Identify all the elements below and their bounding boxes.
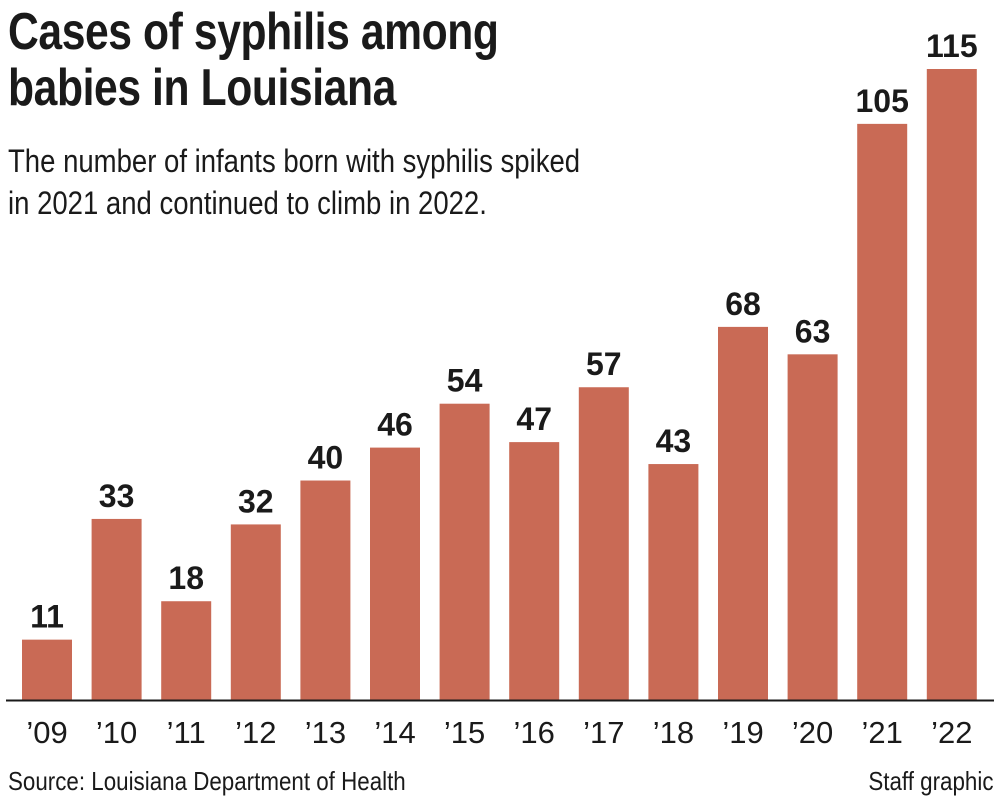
x-tick-label: ’10: [96, 715, 137, 750]
bar-19: [718, 326, 768, 700]
title-line-1: Cases of syphilis among: [8, 3, 499, 61]
bar-12: [230, 524, 281, 700]
bar-14: [370, 447, 420, 700]
bar-13: [300, 480, 351, 700]
subtitle-line-1: The number of infants born with syphilis…: [8, 143, 581, 179]
value-label: 115: [926, 28, 978, 64]
subtitle-line-2: in 2021 and continued to climb in 2022.: [8, 185, 487, 221]
bar-09: [22, 639, 72, 700]
title-line-2: babies in Louisiana: [8, 59, 396, 117]
value-label: 18: [168, 560, 204, 596]
x-tick-label: ’11: [167, 715, 206, 750]
bar-10: [91, 518, 142, 700]
x-tick-label: ’18: [653, 715, 694, 750]
value-label: 32: [238, 483, 274, 519]
value-label: 43: [656, 423, 692, 459]
value-label: 47: [516, 401, 552, 437]
value-label: 11: [30, 599, 64, 635]
x-tick-label: ’12: [235, 715, 276, 750]
value-label: 40: [308, 440, 344, 476]
value-label: 46: [377, 407, 413, 443]
bar-11: [161, 601, 212, 700]
value-label: 63: [795, 313, 831, 349]
x-tick-label: ’16: [514, 715, 555, 750]
x-tick-label: ’20: [792, 715, 833, 750]
credit-note: Staff graphic: [868, 766, 994, 796]
bar-16: [509, 442, 560, 700]
value-label: 105: [856, 83, 909, 119]
bar-15: [439, 403, 490, 700]
x-tick-label: ’21: [862, 715, 903, 750]
value-label: 68: [725, 286, 761, 322]
source-note: Source: Louisiana Department of Health: [8, 766, 406, 796]
bar-17: [578, 387, 629, 700]
x-tick-label: ’19: [722, 715, 763, 750]
x-tick-label: ’22: [931, 715, 972, 750]
x-tick-label: ’13: [305, 715, 346, 750]
value-label: 54: [447, 363, 483, 399]
bar-20: [787, 354, 838, 700]
chart-subtitle: The number of infants born with syphilis…: [8, 140, 580, 224]
x-tick-label: ’15: [444, 715, 485, 750]
x-tick-label: ’17: [583, 715, 624, 750]
x-tick-label: ’14: [374, 715, 415, 750]
x-tick-label: ’09: [26, 715, 67, 750]
value-label: 33: [99, 478, 135, 514]
value-label: 57: [586, 346, 622, 382]
bar-22: [926, 69, 977, 700]
bar-18: [648, 464, 699, 700]
bar-21: [857, 123, 908, 700]
chart-title: Cases of syphilis among babies in Louisi…: [8, 4, 499, 116]
